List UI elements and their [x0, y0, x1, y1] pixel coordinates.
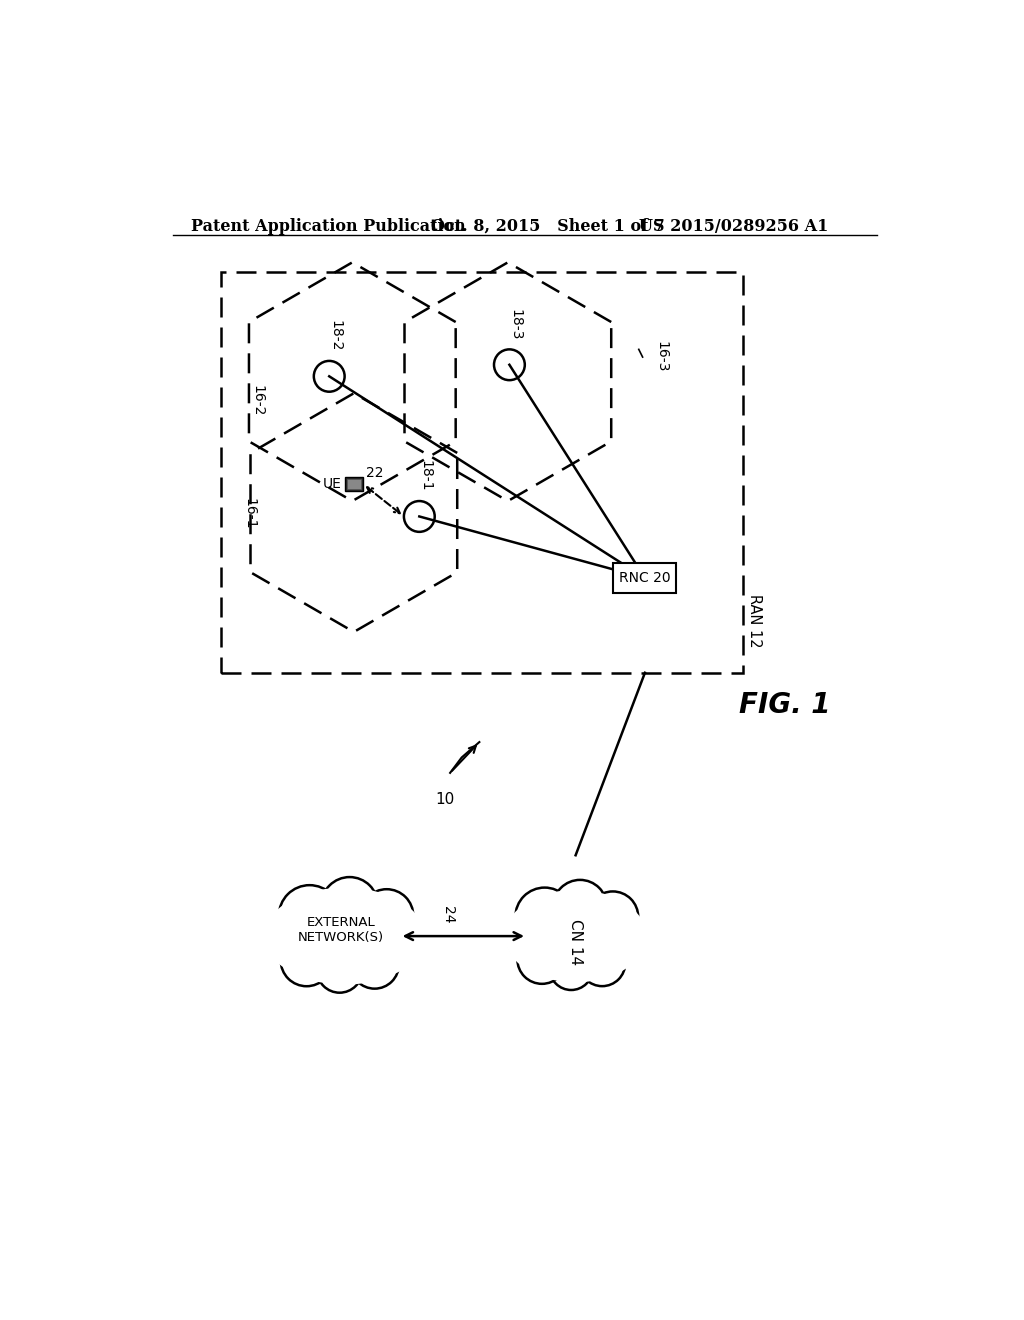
Ellipse shape: [501, 882, 651, 990]
Text: 18-3: 18-3: [509, 309, 522, 341]
Circle shape: [322, 876, 378, 933]
Circle shape: [372, 917, 418, 962]
Text: 16-3: 16-3: [655, 342, 669, 372]
Ellipse shape: [259, 879, 430, 993]
Bar: [221, 272, 742, 673]
Text: CN 14: CN 14: [568, 919, 583, 965]
Circle shape: [281, 935, 333, 986]
Circle shape: [515, 887, 573, 946]
Text: 18-2: 18-2: [329, 321, 342, 351]
Circle shape: [350, 940, 399, 989]
Text: US 2015/0289256 A1: US 2015/0289256 A1: [639, 218, 828, 235]
Bar: [345, 478, 364, 491]
Text: 24: 24: [441, 906, 455, 923]
Circle shape: [279, 886, 340, 946]
Text: FIG. 1: FIG. 1: [739, 692, 830, 719]
Text: RAN 12: RAN 12: [746, 594, 762, 647]
Text: RNC 20: RNC 20: [620, 572, 671, 585]
Circle shape: [317, 948, 362, 993]
Ellipse shape: [264, 887, 425, 985]
Circle shape: [270, 917, 315, 962]
Circle shape: [598, 919, 641, 961]
Circle shape: [508, 919, 551, 961]
Text: Patent Application Publication: Patent Application Publication: [190, 218, 465, 235]
Text: 10: 10: [435, 792, 455, 807]
Text: 16-2: 16-2: [251, 385, 264, 417]
Bar: [347, 479, 360, 488]
Text: EXTERNAL
NETWORK(S): EXTERNAL NETWORK(S): [298, 916, 384, 944]
Text: Oct. 8, 2015   Sheet 1 of 7: Oct. 8, 2015 Sheet 1 of 7: [431, 218, 665, 235]
Circle shape: [588, 891, 638, 942]
Bar: [613, 564, 677, 593]
Circle shape: [360, 890, 414, 942]
Text: 16-1: 16-1: [243, 499, 257, 529]
Circle shape: [580, 940, 626, 986]
Text: 18-1: 18-1: [419, 461, 432, 492]
Circle shape: [553, 880, 607, 933]
Ellipse shape: [505, 890, 646, 982]
Circle shape: [517, 935, 566, 983]
Text: UE: UE: [323, 477, 342, 491]
Text: 22: 22: [367, 466, 384, 480]
Circle shape: [550, 946, 593, 990]
